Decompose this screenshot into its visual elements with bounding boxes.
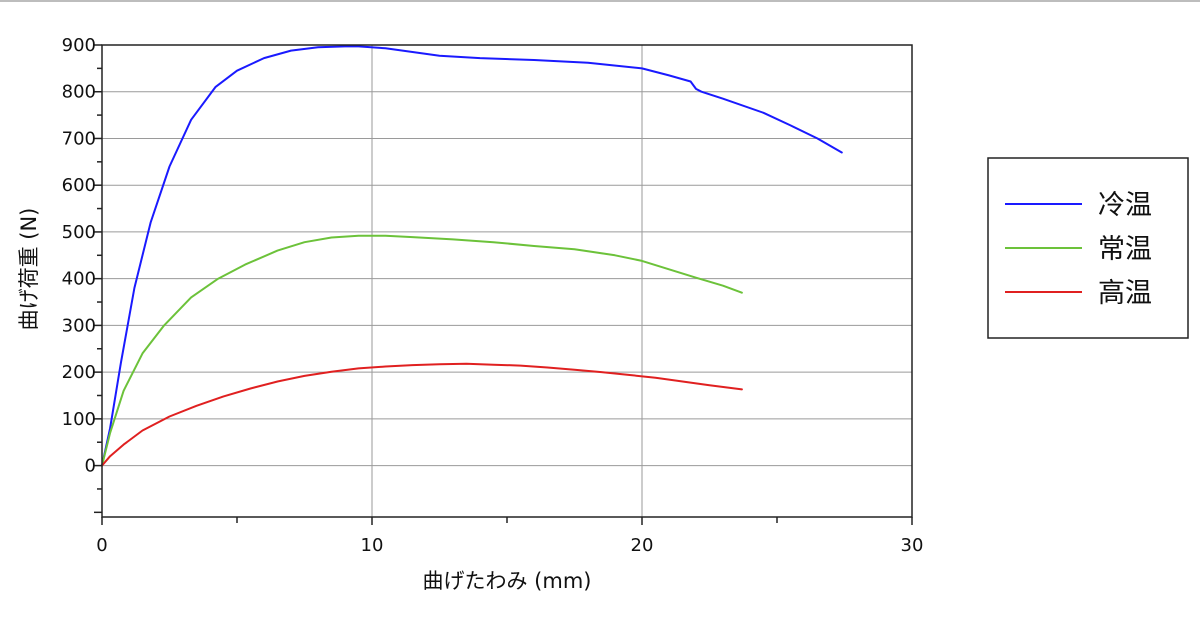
x-tick-label: 20 [631, 535, 654, 556]
axis-ticks [94, 44, 913, 525]
series-line-2 [101, 362, 743, 467]
x-tick-label: 0 [96, 535, 107, 556]
x-tick-label: 30 [901, 535, 924, 556]
y-tick-label: 0 [85, 456, 96, 477]
plot-frame [101, 44, 913, 518]
y-tick-label: 900 [62, 35, 96, 56]
y-axis-title: 曲げ荷重 (N) [17, 208, 41, 331]
legend-label-1: 常温 [1098, 234, 1152, 265]
tick-labels: 0 100 200 300 400 500 600 700 800 900 0 10 20 30 [62, 35, 924, 556]
y-tick-label: 500 [62, 222, 96, 243]
top-border-line [0, 0, 1200, 2]
y-tick-label: 700 [62, 128, 96, 149]
y-tick-label: 100 [62, 409, 96, 430]
series-line-1 [101, 234, 743, 467]
x-axis-title: 曲げたわみ (mm) [423, 569, 592, 593]
y-tick-label: 600 [62, 175, 96, 196]
series-line-0 [101, 45, 843, 467]
y-tick-label: 300 [62, 315, 96, 336]
y-tick-label: 400 [62, 269, 96, 290]
x-tick-label: 10 [361, 535, 384, 556]
y-tick-label: 200 [62, 362, 96, 383]
grid-lines [102, 44, 912, 517]
series-lines [101, 45, 843, 467]
y-tick-label: 800 [62, 82, 96, 103]
legend-label-0: 冷温 [1098, 190, 1152, 221]
legend-label-2: 高温 [1098, 278, 1152, 309]
